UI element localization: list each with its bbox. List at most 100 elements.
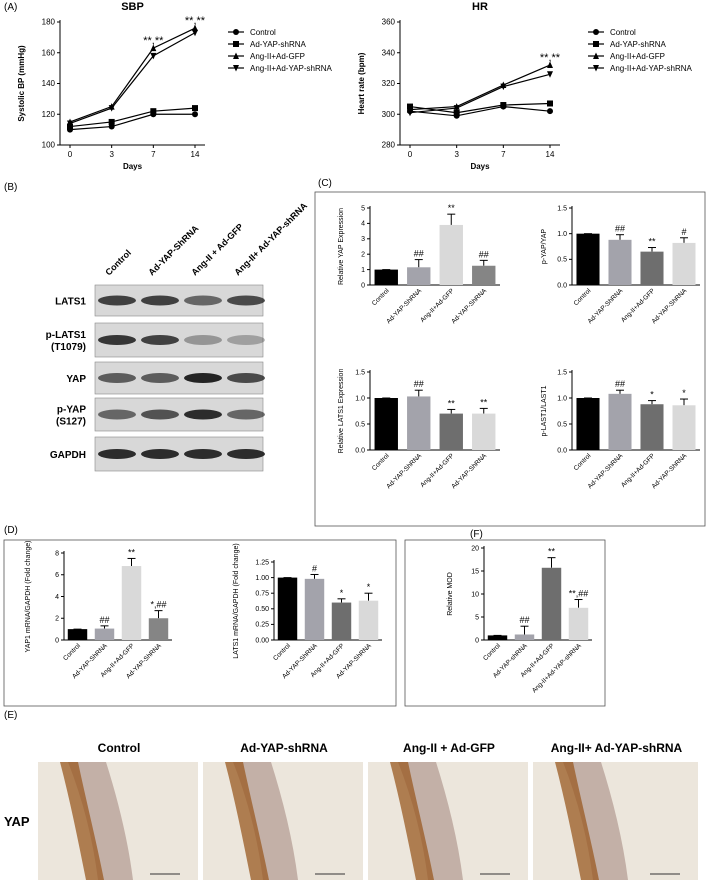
bar [67,629,88,640]
y-tick-label: 8 [55,550,59,557]
data-point [150,44,157,52]
y-tick-label: 320 [382,79,396,88]
y-tick-label: 120 [42,110,56,119]
y-tick-label: 0.25 [255,622,269,629]
panel-d-frame [3,539,397,707]
y-axis-label: Relative YAP Expression [338,208,345,285]
significance-label: ** [128,547,136,557]
x-tick-label: 3 [109,150,114,159]
legend-label: Ang-II+Ad-GFP [610,52,665,61]
significance-label: **,## [569,589,589,599]
y-tick-label: 280 [382,141,396,150]
legend-label: Ad-YAP-shRNA [610,40,667,49]
y-tick-label: 0.50 [255,606,269,613]
column-title: Control [98,741,141,755]
legend-label: Control [610,28,636,37]
data-point [500,102,507,109]
y-tick-label: 0 [475,637,479,644]
row-label: (T1079) [51,342,86,353]
bar [472,265,496,285]
y-tick-label: 1.00 [255,575,269,582]
significance-label: # [312,563,317,573]
y-tick-label: 6 [55,572,59,579]
column-title: Ang-II + Ad-GFP [403,741,495,755]
panel-c-frame [314,191,706,527]
significance-label: ## [414,379,424,389]
significance-label: ** [480,397,488,407]
panel-label: (C) [318,178,332,189]
significance-label: ## [414,249,424,259]
y-tick-label: 0.5 [557,421,567,428]
blot-band [184,449,222,459]
series-line [69,113,195,131]
significance-label: ## [519,615,529,625]
significance-label: * [682,388,686,398]
y-tick-label: 360 [382,18,396,27]
y-tick-label: 140 [42,79,56,88]
bar [541,567,562,640]
data-point [500,83,507,91]
series-line [69,32,196,125]
legend-marker [233,29,239,35]
series-line [409,102,551,114]
blot-band [227,335,265,345]
panel-label: (F) [470,529,483,540]
y-tick-label: 3 [361,236,365,243]
y-axis-label: p-LAST1/LAST1 [541,385,548,436]
significance-label: # [681,227,686,237]
significance-label: ## [479,249,489,259]
stain [555,762,599,880]
data-point [547,100,553,107]
blot-band [141,335,179,345]
blot-band [227,373,265,383]
legend-marker [593,65,599,72]
series-line [69,27,196,123]
panel-label: (E) [4,710,17,721]
y-axis-label: LATS1 mRNA/GAPDH (Fold change) [233,543,240,658]
significance-label: * [340,588,344,598]
significance-label: ** [548,547,556,557]
y-tick-label: 0.5 [355,421,365,428]
bar [374,269,398,285]
column-title: Ang-II+ Ad-YAP-shRNA [551,741,683,755]
blot-band [227,409,265,420]
significance-label: ** [448,203,456,213]
data-point [67,120,73,127]
significance-label: *,## [150,600,166,610]
y-tick-label: 0.0 [557,282,567,289]
bar [640,251,664,285]
x-tick-label: 14 [191,150,200,159]
bar [608,239,632,285]
blot-band [227,295,265,306]
legend-label: Ad-YAP-shRNA [250,40,307,49]
chart-title: HR [472,1,488,13]
row-label: GAPDH [50,450,86,461]
chart-title: SBP [121,1,144,13]
y-tick-label: 1.5 [557,369,567,376]
y-tick-label: 1.5 [557,205,567,212]
column-title: Ad-YAP-shRNA [240,741,328,755]
panel-label: (A) [4,2,17,13]
legend-marker [233,65,239,72]
data-point [192,111,198,118]
blot-band [98,373,136,383]
blot-band [184,373,222,383]
significance-label: **,** [540,52,561,64]
series-line [69,107,196,128]
legend-marker [593,52,599,59]
data-point [453,105,460,112]
significance-label: ** [648,237,656,247]
y-tick-label: 180 [42,18,56,27]
y-tick-label: 0.0 [557,447,567,454]
bar [514,634,535,640]
y-tick-label: 0.5 [557,257,567,264]
legend-marker [233,41,239,47]
bar [304,578,325,640]
data-point [150,52,157,60]
blot-band [184,295,222,306]
y-tick-label: 0.00 [255,637,269,644]
bar [121,566,142,640]
data-point [192,29,198,37]
row-label: p-YAP [57,405,86,416]
